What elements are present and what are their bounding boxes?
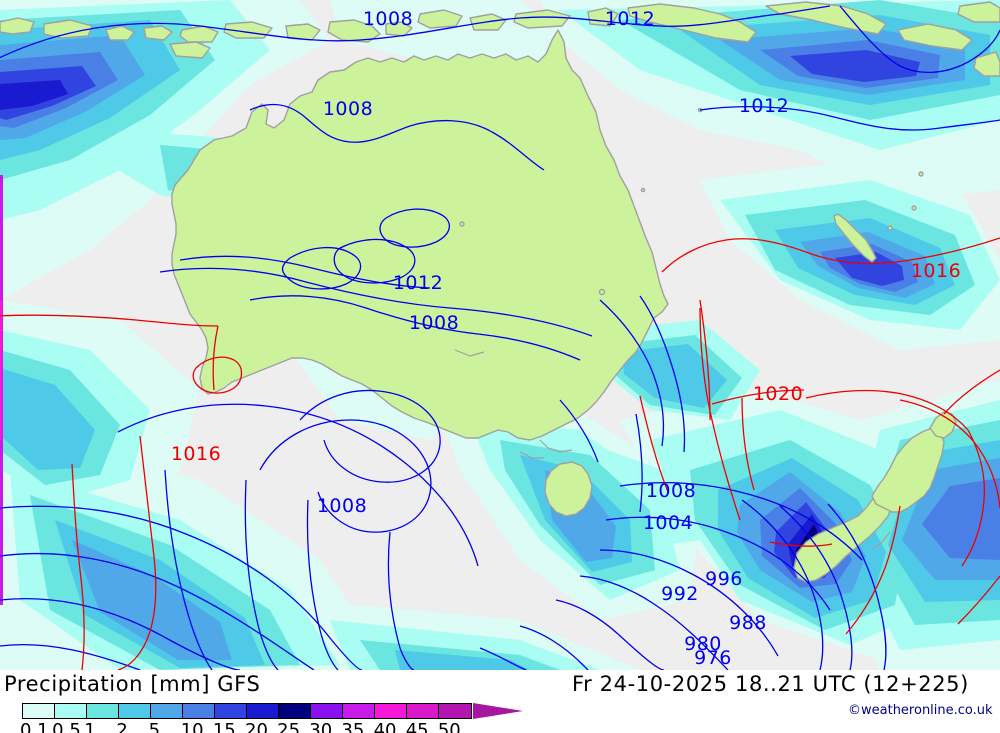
island-bali	[105, 25, 135, 41]
island-lombok	[143, 25, 173, 41]
isobar-label: 988	[729, 612, 767, 634]
colorbar-tick: 45	[405, 720, 429, 733]
colorbar-swatch	[151, 704, 183, 718]
isobar-label: 1008	[646, 480, 696, 502]
colorbar-tick: 0.5	[52, 720, 81, 733]
colorbar-tick: 2	[116, 720, 128, 733]
isobar-label: 1008	[363, 8, 413, 30]
isobar-label: 996	[705, 568, 743, 590]
island-timor-west	[285, 23, 321, 41]
island-speck-1	[459, 221, 465, 227]
new-caledonia	[833, 213, 877, 263]
isobar-label: 1008	[409, 312, 459, 334]
isobar-label: 1012	[393, 272, 443, 294]
colorbar-swatch	[375, 704, 407, 718]
island-seram	[513, 9, 571, 29]
nz-south-island	[793, 495, 893, 583]
island-speck-4	[887, 225, 893, 231]
map-graphic: 1008100810121012100810081012101210121012…	[0, 0, 1000, 670]
colorbar-tick: 35	[341, 720, 365, 733]
isobar-label: 1016	[171, 443, 221, 465]
colorbar-swatch	[55, 704, 87, 718]
island-speck-3	[911, 205, 917, 211]
colorbar-tick: 40	[373, 720, 397, 733]
isobar-label: 980	[684, 633, 722, 655]
island-ne-corner	[957, 1, 1000, 23]
colorbar-tick: 1	[84, 720, 96, 733]
isobar-label: 1016	[911, 260, 961, 282]
coastline-detail	[454, 349, 891, 551]
isobar-label: 992	[661, 583, 699, 605]
colorbar-tick: 25	[277, 720, 301, 733]
island-speck-6	[640, 187, 646, 193]
colorbar-swatch	[279, 704, 311, 718]
isobars-high	[0, 237, 1000, 670]
island-java-west	[0, 17, 35, 35]
colorbar-tick: 10	[180, 720, 204, 733]
colorbar-tick: 20	[245, 720, 268, 733]
isobar-label: 1012	[739, 95, 789, 117]
colorbar-swatch	[439, 704, 471, 718]
island-speck-2	[598, 288, 606, 296]
isobar-label: 1008	[317, 495, 367, 517]
colorbar-swatch	[407, 704, 439, 718]
copyright-notice: ©weatheronline.co.uk	[848, 703, 993, 718]
nz-north-island	[871, 427, 945, 513]
isobar-label: 1008	[323, 98, 373, 120]
island-bougainville	[973, 51, 1000, 77]
island-png-sw	[627, 3, 757, 43]
colorbar-swatch	[119, 704, 151, 718]
map-canvas[interactable]: 1008100810121012100810081012101210121012…	[0, 0, 1000, 670]
colorbar-swatch	[87, 704, 119, 718]
island-alor	[385, 21, 413, 37]
colorbar-tick: 15	[212, 720, 236, 733]
colorbar-tick: 5	[148, 720, 161, 733]
isobar-label: 1020	[753, 383, 803, 405]
colorbar-tick-labels: 0.1 0.5 1 2 5 10 15 20 25 30 35 40 45 50	[4, 720, 544, 733]
island-new-britain	[897, 23, 973, 51]
colorbar-swatch	[23, 704, 55, 718]
nz-north-island-cape	[929, 411, 957, 439]
isobars-low	[0, 5, 1000, 670]
colorbar-swatch	[247, 704, 279, 718]
map-footer: Precipitation [mm] GFS Fr 24-10-2025 18.…	[0, 670, 1000, 733]
colorbar-tick: 0.1	[20, 720, 49, 733]
colorbar-swatch	[311, 704, 343, 718]
island-timor	[327, 19, 381, 43]
valid-time-stamp: Fr 24-10-2025 18..21 UTC (12+225)	[572, 672, 969, 696]
colorbar-overflow-arrow	[473, 703, 523, 719]
island-java-mid	[43, 19, 93, 39]
colorbar-tick: 30	[309, 720, 333, 733]
colorbar-swatches	[22, 703, 472, 719]
colorbar-swatch	[215, 704, 247, 718]
colorbar-tick: 50	[437, 720, 461, 733]
island-sulawesi-tip	[417, 9, 463, 29]
precipitation-colorbar[interactable]: 0.1 0.5 1 2 5 10 15 20 25 30 35 40 45 50	[20, 703, 523, 733]
island-speck-5	[918, 171, 924, 177]
isobar-label: 976	[694, 647, 732, 669]
colorbar-swatch	[343, 704, 375, 718]
isobar-labels: 1008100810121012100810081012101210121012…	[171, 8, 961, 669]
isobar-label: 1012	[605, 8, 655, 30]
tasmania	[544, 461, 593, 517]
isobar-label: 1004	[643, 512, 693, 534]
island-sumba	[169, 41, 211, 59]
australia-mainland	[171, 29, 669, 441]
legend-title: Precipitation [mm] GFS	[4, 672, 261, 696]
colorbar-swatch	[183, 704, 215, 718]
